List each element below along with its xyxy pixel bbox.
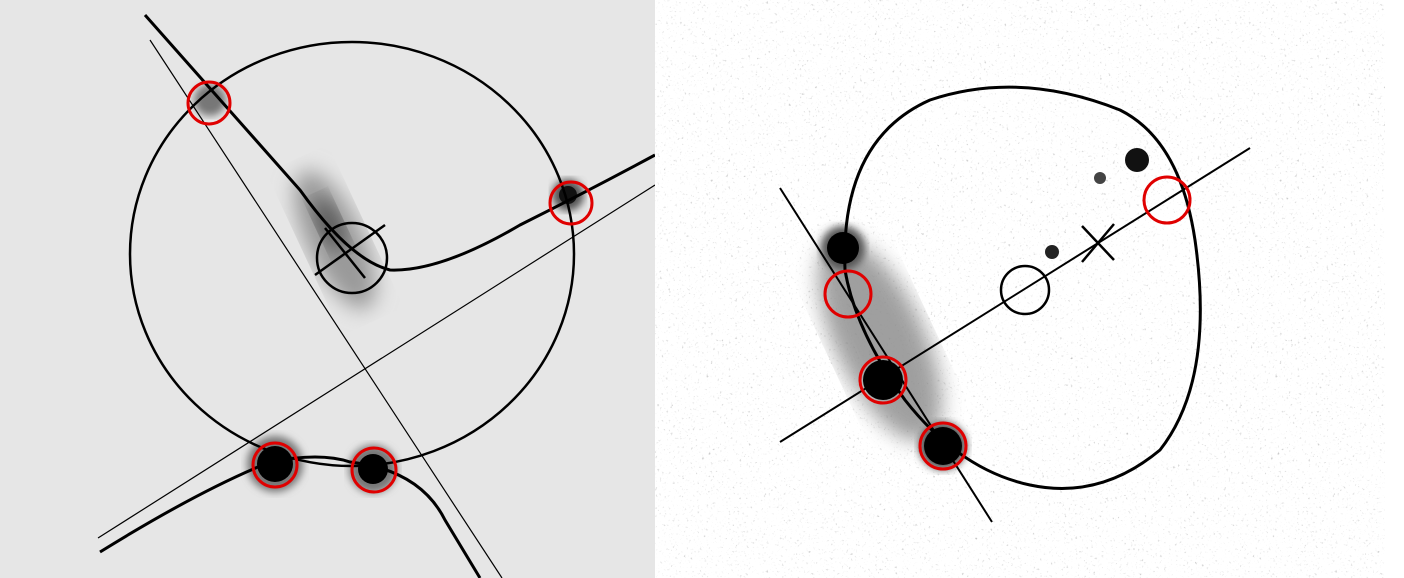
left-panel xyxy=(0,0,655,578)
image-markers xyxy=(823,175,1192,471)
image-markers xyxy=(186,80,594,494)
curves xyxy=(97,14,655,578)
right-panel xyxy=(655,0,1385,578)
background xyxy=(0,0,655,578)
